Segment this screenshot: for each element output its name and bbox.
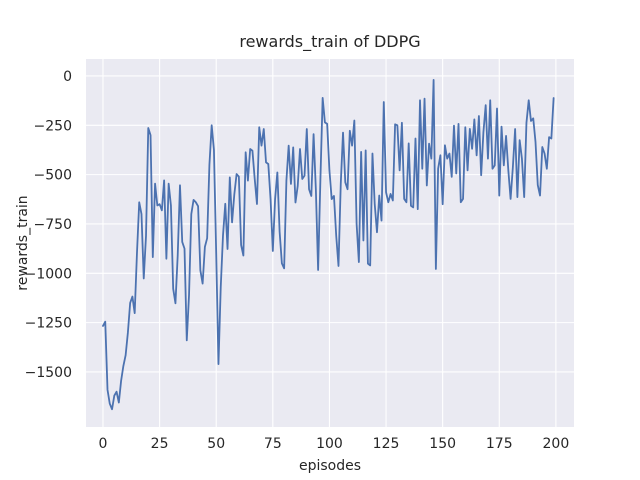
y-tick-label: −1000 xyxy=(25,266,72,282)
x-tick-label: 100 xyxy=(316,436,343,452)
x-tick-label: 75 xyxy=(264,436,282,452)
x-tick-label: 125 xyxy=(373,436,400,452)
series-line-rewards-train xyxy=(102,79,555,411)
y-tick-label: −500 xyxy=(34,168,72,184)
y-axis-label: rewards_train xyxy=(15,195,31,290)
y-axis-tick-labels: 0 −250 −500 −750 −1000 −1250 −1500 xyxy=(25,69,72,381)
x-tick-label: 25 xyxy=(151,436,169,452)
x-axis-tick-labels: 0 25 50 75 100 125 150 175 200 xyxy=(99,436,570,452)
y-tick-label: 0 xyxy=(63,69,72,85)
x-tick-label: 150 xyxy=(429,436,456,452)
x-tick-label: 175 xyxy=(486,436,513,452)
x-tick-label: 0 xyxy=(99,436,108,452)
chart-title: rewards_train of DDPG xyxy=(239,32,420,52)
x-tick-label: 200 xyxy=(543,436,570,452)
y-tick-label: −750 xyxy=(34,217,72,233)
x-axis-label: episodes xyxy=(299,458,361,474)
x-tick-label: 50 xyxy=(207,436,225,452)
y-tick-label: −250 xyxy=(34,118,72,134)
y-tick-label: −1250 xyxy=(25,316,72,332)
y-tick-label: −1500 xyxy=(25,365,72,381)
gridlines xyxy=(86,59,574,427)
